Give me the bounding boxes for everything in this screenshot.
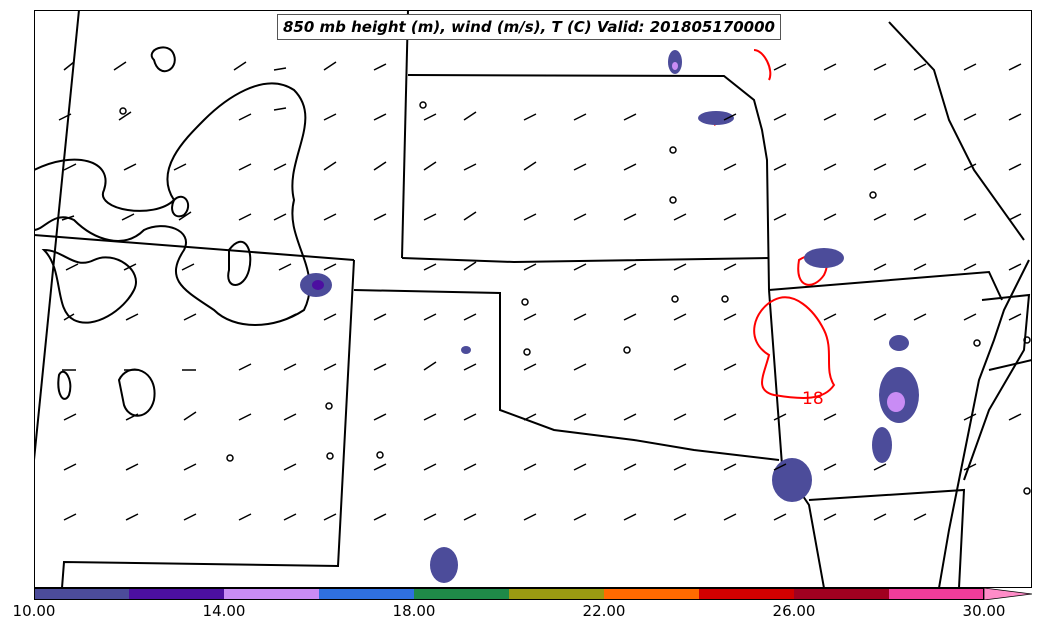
colorbar-segment <box>224 588 319 600</box>
border-ut-co <box>34 234 355 261</box>
wind-barbs <box>58 61 1022 521</box>
colorbar-tick-label: 30.00 <box>962 602 1006 620</box>
border-ok-panhandle <box>353 289 780 461</box>
border-ar-east <box>963 293 1031 481</box>
colorbar-segment <box>414 588 509 600</box>
colorbar-tick-label: 26.00 <box>772 602 816 620</box>
weather-map: 18 <box>34 10 1032 588</box>
border-ne-co <box>401 10 409 259</box>
colorbar-extend-arrow <box>983 588 1032 600</box>
border-mo-ar <box>768 270 1003 301</box>
colorbar-segment <box>509 588 604 600</box>
colorbar-segment <box>699 588 794 600</box>
colorbar-segment <box>604 588 699 600</box>
border-tn <box>988 359 1032 371</box>
border-co-west <box>34 10 80 461</box>
colorbar-tick-label: 22.00 <box>582 602 626 620</box>
colorbar-tick-label: 14.00 <box>202 602 246 620</box>
terrain-contours <box>34 46 311 417</box>
map-title: 850 mb height (m), wind (m/s), T (C) Val… <box>277 14 781 40</box>
contour-label-18: 18 <box>802 389 824 409</box>
border-mo-east <box>888 21 1025 241</box>
border-ks-north <box>407 74 770 291</box>
border-co-nm <box>61 259 355 588</box>
colorbar-tick-label: 10.00 <box>12 602 56 620</box>
colorbar-segment <box>889 588 984 600</box>
colorbar-segment <box>319 588 414 600</box>
temperature-contour <box>708 49 836 399</box>
colorbar-segment <box>34 588 129 600</box>
colorbar-segment <box>794 588 889 600</box>
map-frame <box>34 10 1032 588</box>
border-ar-la <box>808 488 966 588</box>
border-river <box>938 259 1030 588</box>
colorbar-tick-label: 18.00 <box>392 602 436 620</box>
colorbar <box>34 588 1032 600</box>
state-borders <box>34 10 1032 588</box>
colorbar-segment <box>129 588 224 600</box>
border-ks-south <box>401 257 770 264</box>
precip-patches <box>300 50 919 583</box>
calm-circles <box>119 101 1031 495</box>
border-ok-east <box>768 289 825 588</box>
